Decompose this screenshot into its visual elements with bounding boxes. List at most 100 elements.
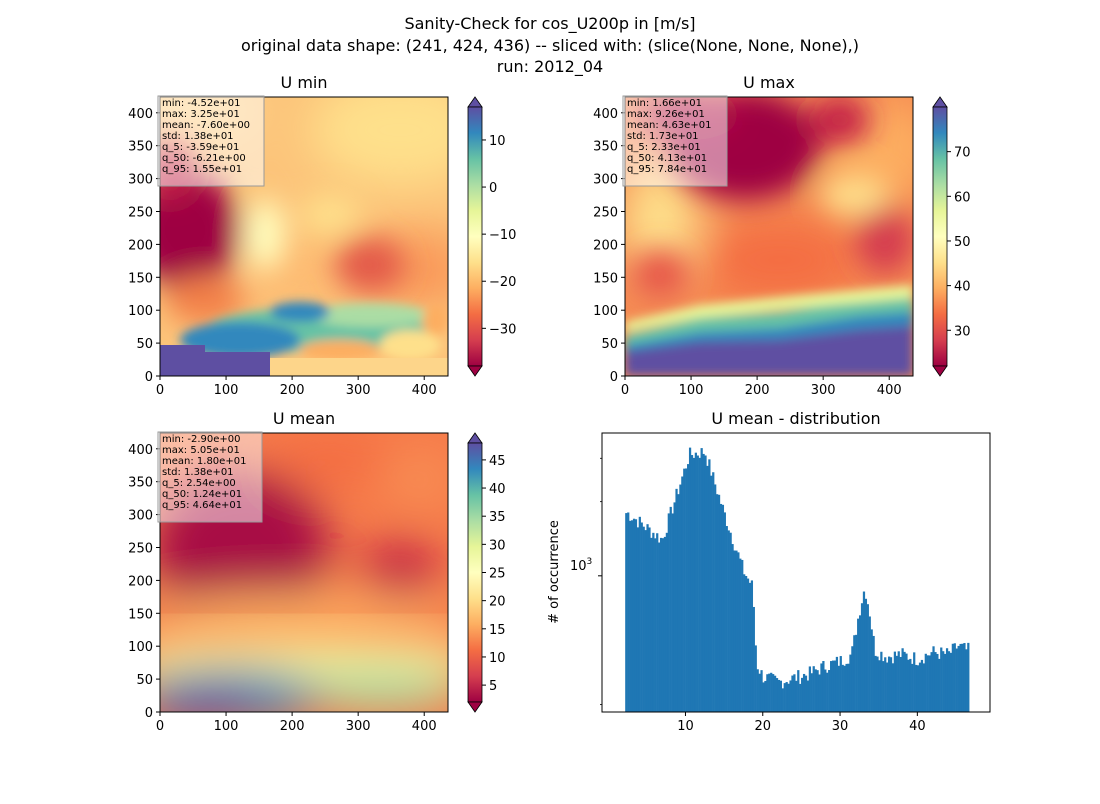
umean-colorbar-tick-label: 30 [489, 538, 506, 553]
umean-colorbar-tick-label: 25 [489, 567, 506, 582]
hist-bar [878, 660, 881, 712]
hist-bar [754, 645, 757, 712]
hist-bar [795, 680, 798, 712]
hist-bar [708, 459, 711, 712]
umin-ytick-label: 0 [145, 370, 153, 385]
umin-stats-box: min: -4.52e+01 max: 3.25e+01 mean: -7.60… [157, 95, 265, 187]
umax-ytick-label: 150 [593, 271, 618, 286]
umax-stat-line: q_95: 7.84e+01 [627, 164, 707, 175]
hist-bar [858, 615, 862, 712]
umin-xtick-label: 100 [214, 383, 239, 398]
hist-bar [860, 603, 864, 712]
hist-bar [901, 648, 904, 712]
hist-bar [947, 651, 951, 712]
hist-bar [895, 655, 898, 712]
hist-bar [659, 537, 663, 712]
hist-bar [802, 673, 806, 712]
umean-colorbar-tick-label: 20 [489, 595, 506, 610]
umean-stats-box: min: -2.90e+00 max: 5.05e+01 mean: 1.80e… [157, 431, 263, 523]
hist-bar [930, 652, 933, 712]
hist-bar [831, 660, 835, 712]
umin-colorbar-tick-label: −30 [489, 322, 516, 337]
hist-bar [926, 655, 929, 712]
hist-bar [719, 503, 723, 712]
umean-xaxis: 0 100 200 300 400 [156, 712, 437, 734]
hist-bar [874, 655, 877, 712]
hist-xtick-label: 10 [677, 719, 694, 734]
hist-bar [942, 651, 945, 712]
hist-bar [760, 670, 763, 712]
hist-bar [737, 552, 740, 712]
hist-bar [951, 643, 954, 712]
umax-stats-box: min: 1.66e+01 max: 9.26e+01 mean: 4.63e+… [622, 95, 728, 187]
umin-ytick-label: 100 [128, 304, 153, 319]
hist-bar [785, 682, 788, 712]
umax-xtick-label: 400 [877, 383, 902, 398]
hist-bar [656, 533, 659, 712]
umean-ytick-label: 0 [145, 706, 153, 721]
umax-ytick-label: 350 [593, 140, 618, 155]
hist-bar [692, 457, 696, 712]
hist-bar [835, 656, 839, 712]
umin-stat-line: min: -4.52e+01 [162, 98, 241, 109]
hist-bar [775, 678, 779, 712]
hist-bar [857, 618, 860, 712]
hist-bar [746, 578, 750, 712]
hist-bar [669, 506, 672, 712]
umin-stat-line: q_50: -6.21e+00 [162, 153, 246, 164]
umin-stat-line: mean: -7.60e+00 [162, 120, 250, 131]
hist-bar [903, 651, 906, 712]
hist-bar [905, 653, 908, 712]
umax-ytick-label: 0 [610, 370, 618, 385]
hist-bar [882, 661, 885, 712]
hist-bar [830, 661, 833, 712]
hist-bar [768, 673, 771, 712]
hist-bar [743, 574, 746, 712]
hist-bar [781, 688, 784, 712]
hist-bar [812, 666, 815, 712]
hist-bar [945, 648, 949, 712]
umax-stat-line: q_5: 2.33e+01 [627, 142, 701, 153]
umean-ytick-label: 50 [136, 673, 153, 688]
umin-ytick-label: 250 [128, 205, 153, 220]
umax-stat-line: min: 1.66e+01 [627, 98, 702, 109]
umean-ytick-label: 150 [128, 607, 153, 622]
hist-bar [824, 669, 827, 712]
hist-bar [748, 582, 752, 712]
umax-colorbar-body [932, 106, 948, 367]
hist-bar [953, 643, 956, 712]
umin-colorbar: −30 −20 −10 0 10 [467, 96, 516, 377]
hist-bar [706, 465, 709, 712]
hist-bar [965, 649, 968, 712]
hist-bar [694, 452, 697, 712]
panel-hist: U mean - distribution 10 20 30 40 103 # of … [547, 409, 991, 734]
hist-ylabel: # of occurrence [547, 520, 562, 624]
umax-yaxis: 0 50 100 150 200 250 300 350 400 [593, 107, 625, 385]
hist-bar [741, 559, 744, 712]
umax-stat-line: mean: 4.63e+01 [627, 120, 711, 131]
panel-umin-frame [159, 96, 449, 377]
hist-bar [816, 670, 819, 712]
hist-bar [685, 468, 688, 712]
hist-bar [772, 674, 775, 712]
hist-bar [710, 475, 713, 712]
hist-bar [688, 447, 692, 712]
umean-colorbar: 5 10 15 20 25 30 35 40 45 [467, 432, 506, 713]
umean-colorbar-tick-label: 5 [489, 679, 497, 694]
panel-hist-frame [601, 432, 991, 713]
panel-hist-title: U mean - distribution [711, 409, 880, 428]
umin-stat-line: q_5: -3.59e+01 [162, 142, 239, 153]
hist-bar [712, 472, 715, 712]
hist-bar [700, 448, 703, 712]
umean-stat-line: max: 5.05e+01 [162, 445, 240, 456]
hist-bar [899, 656, 902, 712]
hist-bar [932, 646, 935, 712]
umax-ytick-label: 100 [593, 304, 618, 319]
umin-colorbar-body [467, 106, 483, 367]
hist-bar [959, 643, 962, 712]
umean-stat-line: std: 1.38e+01 [162, 467, 234, 478]
hist-bar [887, 656, 891, 712]
umean-colorbar-tick-label: 35 [489, 510, 506, 525]
hist-bar [847, 663, 850, 712]
